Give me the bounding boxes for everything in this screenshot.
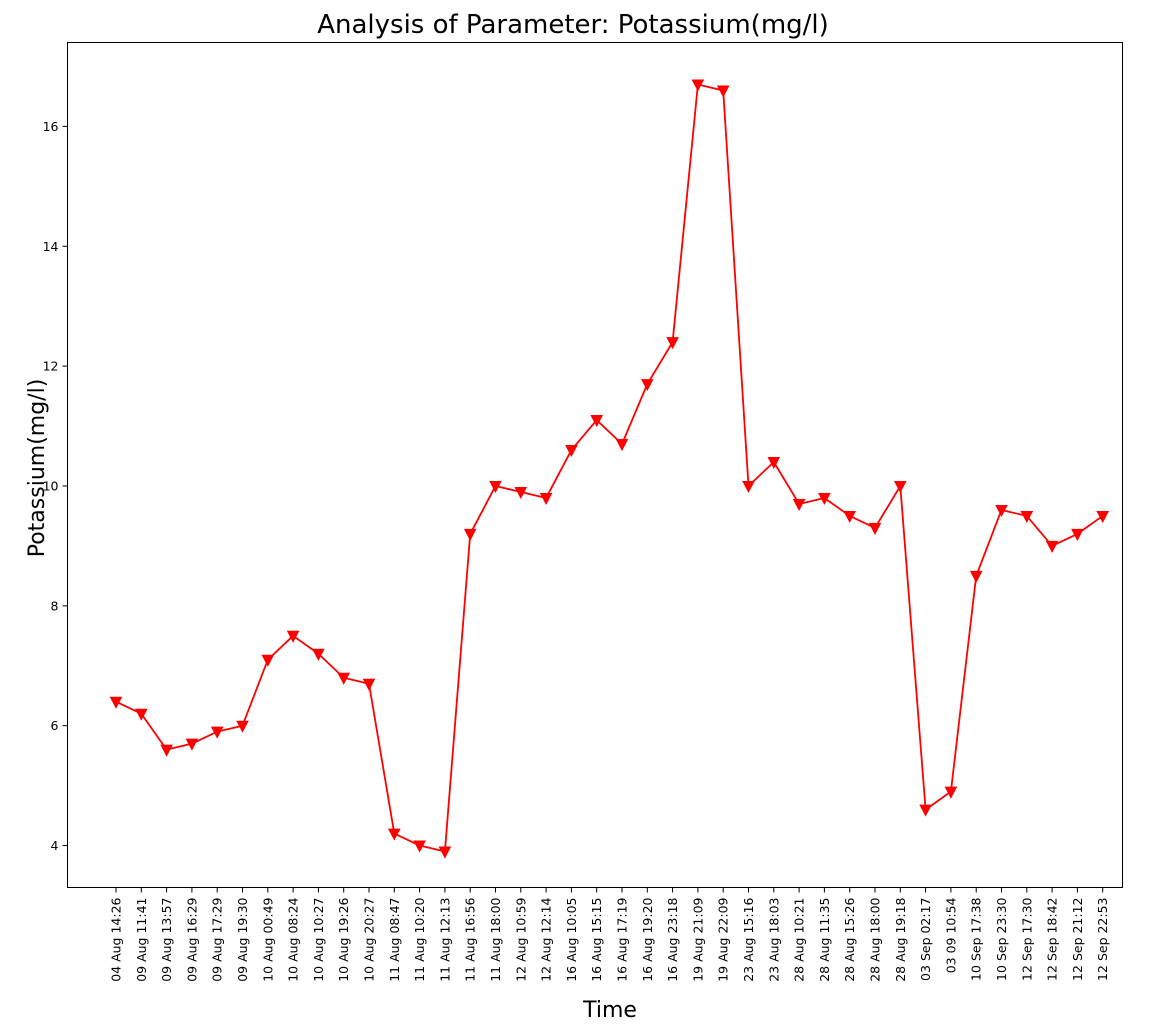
x-tick-label: 16 Aug 10:05 bbox=[564, 898, 579, 982]
chart-title: Analysis of Parameter: Potassium(mg/l) bbox=[317, 10, 829, 40]
data-point-marker bbox=[539, 492, 553, 506]
x-tick-label: 03 09 10:54 bbox=[943, 897, 958, 973]
x-tick-label: 10 Sep 23:30 bbox=[994, 897, 1009, 980]
x-tick-label: 10 Aug 10:27 bbox=[311, 898, 326, 982]
data-point-marker bbox=[109, 696, 123, 709]
x-tick-label: 09 Aug 19:30 bbox=[235, 897, 250, 981]
data-point-marker bbox=[489, 480, 502, 494]
data-point-marker bbox=[742, 480, 755, 494]
data-point-marker bbox=[640, 379, 654, 392]
data-point-marker bbox=[1071, 528, 1084, 541]
data-point-marker bbox=[565, 445, 578, 458]
plot-frame bbox=[67, 42, 1123, 888]
x-tick-label: 10 Aug 00:49 bbox=[260, 897, 275, 981]
x-tick-label: 16 Aug 23:18 bbox=[665, 897, 680, 981]
data-point-marker bbox=[818, 492, 831, 506]
x-tick-label: 28 Aug 11:35 bbox=[817, 898, 832, 982]
data-point-marker bbox=[1096, 510, 1110, 524]
data-point-marker bbox=[615, 439, 629, 452]
data-point-marker bbox=[716, 85, 730, 98]
x-tick-label: 23 Aug 15:16 bbox=[741, 897, 756, 981]
data-point-marker bbox=[792, 498, 806, 512]
y-tick-label: 6 bbox=[51, 718, 59, 733]
x-tick-label: 09 Aug 11:41 bbox=[134, 898, 149, 982]
data-point-marker bbox=[236, 720, 249, 733]
data-point-marker bbox=[463, 528, 477, 541]
y-axis-label: Potassium(mg/l) bbox=[25, 379, 50, 558]
y-tick-label: 8 bbox=[51, 598, 59, 613]
potassium-series bbox=[109, 79, 1110, 859]
data-point-marker bbox=[919, 804, 932, 817]
data-point-marker bbox=[691, 79, 705, 92]
x-tick-label: 28 Aug 15:26 bbox=[842, 897, 857, 981]
x-tick-label: 28 Aug 19:18 bbox=[893, 897, 908, 981]
y-tick-label: 10 bbox=[43, 478, 59, 493]
data-point-marker bbox=[362, 678, 376, 691]
x-tick-label: 19 Aug 22:09 bbox=[716, 897, 731, 981]
x-axis-ticks: 04 Aug 14:26 09 Aug 11:41 09 Aug 13:57 09 A… bbox=[109, 887, 1110, 982]
data-point-marker bbox=[286, 630, 300, 643]
x-tick-label: 11 Aug 16:56 bbox=[463, 897, 478, 981]
data-point-marker bbox=[590, 415, 604, 428]
data-point-marker bbox=[868, 522, 882, 536]
x-tick-label: 10 Sep 17:38 bbox=[969, 897, 984, 980]
data-point-marker bbox=[767, 457, 781, 470]
x-tick-label: 16 Aug 19:20 bbox=[640, 897, 655, 981]
x-tick-label: 19 Aug 21:09 bbox=[690, 897, 705, 981]
x-tick-label: 12 Sep 18:42 bbox=[1045, 898, 1060, 981]
x-tick-label: 16 Aug 17:19 bbox=[615, 897, 630, 981]
x-tick-label: 11 Aug 08:47 bbox=[387, 898, 402, 982]
data-point-marker bbox=[666, 337, 679, 350]
x-tick-label: 10 Aug 19:26 bbox=[336, 897, 351, 981]
x-tick-label: 09 Aug 17:29 bbox=[210, 897, 225, 981]
data-point-marker bbox=[185, 738, 199, 751]
x-tick-label: 11 Aug 12:13 bbox=[437, 898, 452, 982]
x-tick-label: 12 Sep 22:53 bbox=[1095, 898, 1110, 981]
x-tick-label: 11 Aug 10:20 bbox=[412, 897, 427, 981]
data-point-marker bbox=[261, 654, 275, 667]
y-tick-label: 14 bbox=[43, 239, 59, 254]
x-tick-label: 12 Sep 21:12 bbox=[1070, 898, 1085, 981]
data-point-marker bbox=[514, 486, 528, 500]
y-tick-label: 16 bbox=[43, 119, 59, 134]
x-tick-label: 10 Aug 08:24 bbox=[286, 897, 301, 981]
data-point-marker bbox=[1020, 510, 1034, 524]
data-point-marker bbox=[387, 828, 401, 841]
data-point-marker bbox=[995, 504, 1008, 518]
data-point-marker bbox=[160, 744, 173, 757]
x-tick-label: 09 Aug 13:57 bbox=[159, 898, 174, 982]
x-tick-label: 11 Aug 18:00 bbox=[488, 897, 503, 981]
data-point-marker bbox=[944, 786, 958, 799]
y-tick-label: 12 bbox=[43, 359, 59, 374]
x-tick-label: 03 Sep 02:17 bbox=[918, 898, 933, 981]
data-point-marker bbox=[969, 570, 983, 583]
data-point-marker bbox=[210, 726, 224, 739]
x-axis-label: Time bbox=[582, 998, 637, 1023]
data-point-marker bbox=[438, 846, 452, 859]
x-tick-label: 28 Aug 10:21 bbox=[792, 898, 807, 982]
series-line bbox=[115, 83, 1104, 853]
data-point-marker bbox=[312, 648, 325, 661]
y-tick-label: 4 bbox=[51, 838, 59, 853]
x-tick-label: 23 Aug 18:03 bbox=[766, 898, 781, 982]
x-tick-label: 12 Sep 17:30 bbox=[1019, 897, 1034, 980]
x-tick-label: 28 Aug 18:00 bbox=[868, 897, 883, 981]
data-point-marker bbox=[843, 510, 857, 524]
data-point-marker bbox=[337, 672, 351, 685]
x-tick-label: 12 Aug 10:59 bbox=[513, 897, 528, 981]
data-point-marker bbox=[1045, 540, 1059, 553]
data-point-marker bbox=[893, 480, 907, 494]
y-axis-ticks: 4 6 8 10 12 14 16 bbox=[43, 119, 68, 853]
x-tick-label: 04 Aug 14:26 bbox=[109, 897, 124, 981]
x-tick-label: 16 Aug 15:15 bbox=[589, 898, 604, 982]
data-point-marker bbox=[134, 708, 148, 721]
data-point-marker bbox=[413, 840, 426, 853]
x-tick-label: 12 Aug 12:14 bbox=[539, 897, 554, 981]
x-tick-label: 10 Aug 20:27 bbox=[362, 898, 377, 982]
x-tick-label: 09 Aug 16:29 bbox=[184, 897, 199, 981]
